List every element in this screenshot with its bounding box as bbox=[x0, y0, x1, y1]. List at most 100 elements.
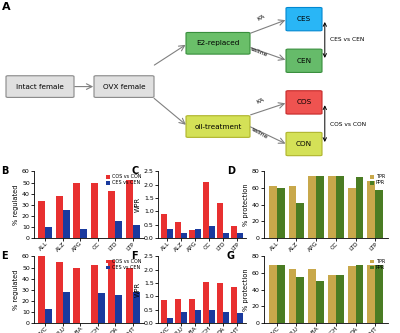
FancyBboxPatch shape bbox=[186, 32, 250, 54]
Bar bbox=[133, 225, 140, 238]
Text: KA: KA bbox=[256, 13, 266, 22]
Legend: TPR, PPR: TPR, PPR bbox=[370, 259, 386, 271]
Text: saline: saline bbox=[250, 127, 268, 140]
Text: COS vs CON: COS vs CON bbox=[330, 122, 366, 127]
Y-axis label: % protection: % protection bbox=[243, 183, 249, 226]
Text: CON: CON bbox=[296, 141, 312, 147]
Bar bbox=[336, 275, 344, 323]
Bar bbox=[367, 181, 375, 238]
Bar bbox=[45, 309, 52, 323]
Bar bbox=[269, 186, 277, 238]
Text: CEN: CEN bbox=[296, 58, 312, 64]
Text: KA: KA bbox=[256, 97, 266, 105]
Bar bbox=[115, 295, 122, 323]
Bar bbox=[231, 226, 237, 238]
Bar bbox=[348, 188, 356, 238]
Bar bbox=[181, 312, 187, 323]
Bar bbox=[328, 176, 336, 238]
Bar bbox=[38, 256, 45, 323]
Text: D: D bbox=[227, 166, 235, 176]
Text: A: A bbox=[2, 2, 11, 12]
FancyBboxPatch shape bbox=[286, 8, 322, 31]
Bar bbox=[316, 176, 324, 238]
Bar bbox=[98, 293, 105, 323]
Bar bbox=[91, 182, 98, 238]
Bar bbox=[367, 265, 375, 323]
Text: COS: COS bbox=[296, 99, 312, 106]
Bar bbox=[162, 300, 167, 323]
Bar bbox=[73, 182, 80, 238]
Legend: TPR, PPR: TPR, PPR bbox=[370, 174, 386, 186]
FancyBboxPatch shape bbox=[286, 91, 322, 114]
Bar bbox=[190, 230, 195, 238]
Bar bbox=[316, 281, 324, 323]
Bar bbox=[176, 222, 181, 238]
Text: saline: saline bbox=[250, 46, 269, 58]
Bar bbox=[167, 229, 173, 238]
Bar bbox=[181, 233, 187, 238]
Bar bbox=[289, 269, 296, 323]
Text: E: E bbox=[1, 251, 8, 261]
Bar bbox=[167, 318, 173, 323]
Bar bbox=[91, 265, 98, 323]
Bar bbox=[237, 313, 242, 323]
Y-axis label: WPR: WPR bbox=[135, 197, 141, 212]
Bar bbox=[237, 233, 242, 238]
Bar bbox=[209, 310, 214, 323]
Bar bbox=[126, 267, 133, 323]
Y-axis label: % protection: % protection bbox=[243, 268, 249, 311]
Bar bbox=[203, 282, 209, 323]
Legend: COS vs CON, CES vs CEN: COS vs CON, CES vs CEN bbox=[105, 174, 142, 186]
Text: oil-treatment: oil-treatment bbox=[194, 124, 242, 130]
Bar bbox=[209, 226, 214, 238]
Bar bbox=[45, 227, 52, 238]
Bar bbox=[308, 176, 316, 238]
Bar bbox=[296, 277, 304, 323]
Bar bbox=[115, 221, 122, 238]
Text: Intact female: Intact female bbox=[16, 84, 64, 90]
Bar bbox=[195, 229, 201, 238]
Bar bbox=[356, 177, 363, 238]
Bar bbox=[375, 265, 383, 323]
Legend: COS vs CON, CES vs CEN: COS vs CON, CES vs CEN bbox=[105, 259, 142, 271]
Bar bbox=[223, 312, 228, 323]
FancyBboxPatch shape bbox=[94, 76, 154, 97]
Bar bbox=[63, 292, 70, 323]
Bar bbox=[63, 210, 70, 238]
Bar bbox=[133, 292, 140, 323]
Y-axis label: % regulated: % regulated bbox=[13, 184, 19, 225]
Text: OVX female: OVX female bbox=[103, 84, 145, 90]
Bar bbox=[375, 190, 383, 238]
Text: G: G bbox=[227, 251, 235, 261]
Bar bbox=[38, 201, 45, 238]
Bar bbox=[269, 265, 277, 323]
FancyBboxPatch shape bbox=[286, 49, 322, 73]
Bar bbox=[348, 266, 356, 323]
Bar bbox=[308, 269, 316, 323]
Y-axis label: % regulated: % regulated bbox=[13, 269, 19, 310]
Bar bbox=[126, 180, 133, 238]
Bar bbox=[217, 203, 223, 238]
Text: B: B bbox=[1, 166, 8, 176]
Bar bbox=[162, 214, 167, 238]
Bar bbox=[56, 262, 63, 323]
FancyBboxPatch shape bbox=[186, 116, 250, 138]
Bar bbox=[223, 233, 228, 238]
Y-axis label: WPR: WPR bbox=[135, 282, 141, 297]
Bar bbox=[217, 283, 223, 323]
Bar bbox=[336, 176, 344, 238]
Bar bbox=[73, 267, 80, 323]
FancyBboxPatch shape bbox=[6, 76, 74, 97]
Bar bbox=[108, 191, 115, 238]
Bar bbox=[203, 182, 209, 238]
Bar bbox=[277, 265, 285, 323]
Bar bbox=[356, 265, 363, 323]
Bar bbox=[195, 310, 201, 323]
Text: C: C bbox=[132, 166, 139, 176]
Text: CES: CES bbox=[297, 16, 311, 22]
Text: F: F bbox=[132, 251, 138, 261]
Bar bbox=[328, 275, 336, 323]
Text: E2-replaced: E2-replaced bbox=[196, 40, 240, 46]
Bar bbox=[176, 299, 181, 323]
Bar bbox=[56, 196, 63, 238]
